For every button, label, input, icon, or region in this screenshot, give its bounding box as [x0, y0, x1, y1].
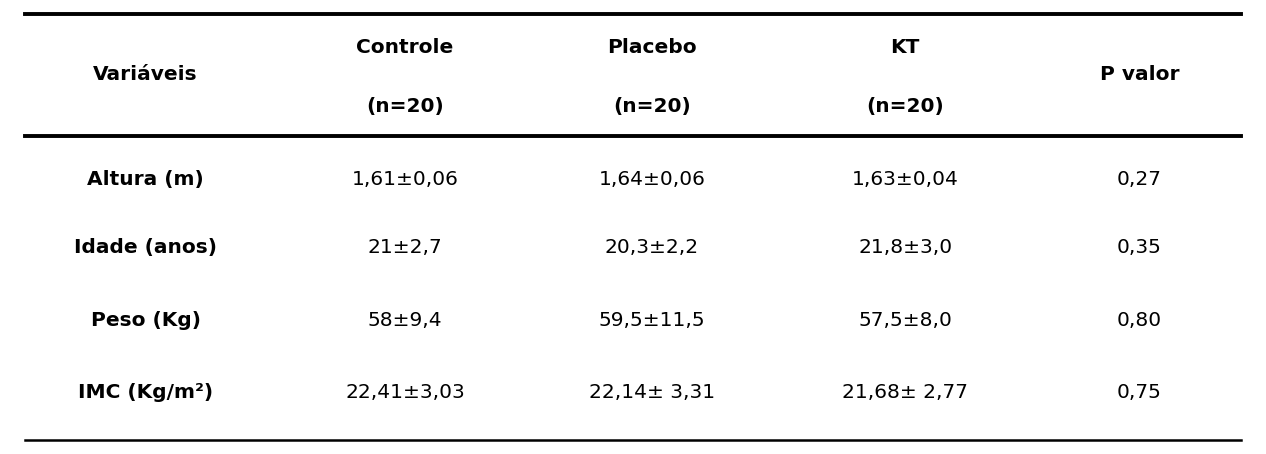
Text: Altura (m): Altura (m): [87, 170, 204, 189]
Text: 22,14± 3,31: 22,14± 3,31: [589, 383, 715, 402]
Text: IMC (Kg/m²): IMC (Kg/m²): [78, 383, 213, 402]
Text: 1,61±0,06: 1,61±0,06: [352, 170, 458, 189]
Text: 21,68± 2,77: 21,68± 2,77: [842, 383, 968, 402]
Text: 59,5±11,5: 59,5±11,5: [599, 311, 705, 330]
Text: 57,5±8,0: 57,5±8,0: [858, 311, 952, 330]
Text: 21,8±3,0: 21,8±3,0: [858, 238, 952, 257]
Text: 1,64±0,06: 1,64±0,06: [599, 170, 705, 189]
Text: P valor: P valor: [1100, 65, 1179, 84]
Text: (n=20): (n=20): [366, 97, 444, 116]
Text: 0,80: 0,80: [1117, 311, 1162, 330]
Text: Placebo: Placebo: [608, 38, 696, 57]
Text: (n=20): (n=20): [866, 97, 944, 116]
Text: 22,41±3,03: 22,41±3,03: [346, 383, 465, 402]
Text: 0,27: 0,27: [1117, 170, 1162, 189]
Text: 0,35: 0,35: [1117, 238, 1162, 257]
Text: 0,75: 0,75: [1117, 383, 1162, 402]
Text: Peso (Kg): Peso (Kg): [91, 311, 200, 330]
Text: Idade (anos): Idade (anos): [75, 238, 216, 257]
Text: KT: KT: [890, 38, 920, 57]
Text: (n=20): (n=20): [613, 97, 691, 116]
Text: 20,3±2,2: 20,3±2,2: [605, 238, 699, 257]
Text: 21±2,7: 21±2,7: [367, 238, 443, 257]
Text: Controle: Controle: [357, 38, 453, 57]
Text: 1,63±0,04: 1,63±0,04: [852, 170, 958, 189]
Text: Variáveis: Variáveis: [94, 65, 197, 84]
Text: 58±9,4: 58±9,4: [368, 311, 442, 330]
